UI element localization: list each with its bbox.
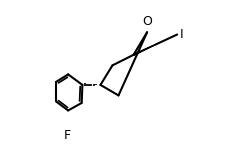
Text: O: O <box>142 15 152 28</box>
Text: F: F <box>64 129 71 142</box>
Text: I: I <box>179 28 183 41</box>
Polygon shape <box>133 44 156 55</box>
